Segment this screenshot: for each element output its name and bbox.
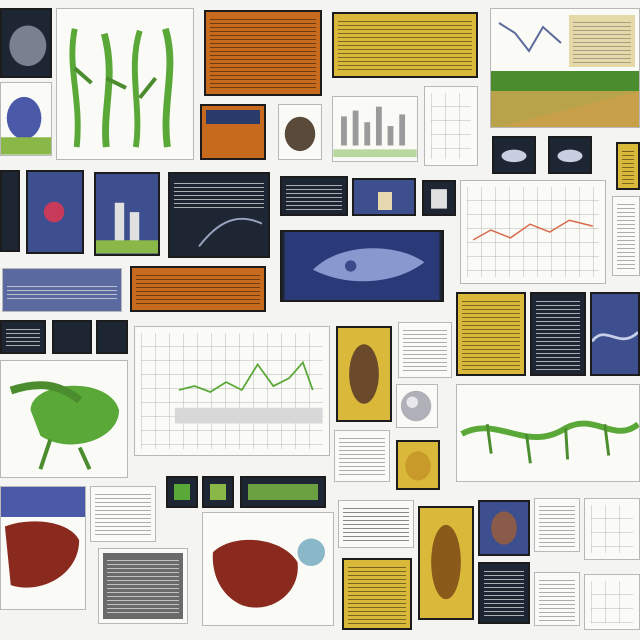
field-photo-panel [490,8,640,128]
table-block [334,430,390,482]
bird-icon [501,149,527,163]
figure-icon [431,524,461,600]
small-object-card [422,180,456,216]
fish-icon [284,232,440,300]
plant-stem-icon [69,27,174,148]
yellow-text-panel [332,12,478,78]
object-photo [278,104,322,160]
maroon-anatomy-plate [202,512,334,626]
record-text [338,500,414,548]
blue-card [590,292,640,376]
rock-icon [9,25,47,67]
orange-screen [200,104,266,160]
thumbnail-dark-photo [0,8,52,78]
pot-icon [405,451,431,481]
main-line-chart [134,326,330,456]
yellow-object [396,440,440,490]
dark-data-card [478,562,530,624]
bar-document [332,96,418,162]
yellow-notes [456,292,526,376]
text-block [398,322,452,378]
bird-screen-left [492,136,536,174]
green-card-3 [240,476,326,508]
curve-icon [198,217,263,248]
small-line-chart [495,13,565,67]
line-chart-icon [498,22,562,53]
vine-diagram [456,384,640,482]
sketch-block [90,486,156,542]
sphere-object [396,384,438,428]
blue-banner [2,268,122,312]
grid-card [584,574,640,630]
leaf-diagram [0,360,128,478]
large-line-chart [460,180,606,284]
edge-document [612,196,640,276]
pot-icon [431,189,447,209]
wave-icon [592,331,638,343]
bird-icon [557,149,583,163]
blue-blob-icon [1,96,51,155]
table-card [584,498,640,560]
blue-window [352,178,416,216]
bar-chart-icon [333,106,417,158]
board-photo [103,553,183,619]
line-chart-icon [174,360,323,424]
blue-header [1,487,85,517]
dark-text-block [280,176,348,216]
green-card-2 [202,476,234,508]
dark-notes [530,292,586,376]
blue-thumbnail [0,82,52,156]
field-photo [491,71,639,127]
sphere-icon [400,390,432,422]
form-document [424,86,478,166]
artifact-plate [336,326,392,422]
title-bar [206,110,260,124]
text-column [534,498,580,552]
blue-photo [478,500,530,556]
orange-banner [130,266,266,312]
dark-strip-2 [52,320,92,354]
anatomy-icon [212,538,325,608]
flower-card [26,170,84,254]
edge-yellow-note [616,142,640,190]
city-card [94,172,160,256]
tower-icon [96,202,158,254]
software-window [168,172,270,258]
gold-figure [418,506,474,620]
edge-dark-card [0,170,20,252]
text-column-2 [534,572,580,626]
yellow-record [342,558,412,630]
artifact-icon [284,116,316,152]
maroon-specimen [0,486,86,610]
fish-screen [280,230,444,302]
dark-strip-1 [0,320,46,354]
line-chart-icon [472,219,594,241]
dark-strip-3 [96,320,128,354]
plant-stem-icon [460,420,639,464]
field-icon [491,71,639,127]
figure-icon [349,344,379,404]
bird-screen-right [548,136,592,174]
plant-stem-figure [56,8,194,160]
anatomy-icon [4,521,80,588]
shell-icon [491,511,517,545]
beige-note [569,15,635,67]
leaf-icon [9,381,120,470]
green-card-1 [166,476,198,508]
orange-text-panel [204,10,322,96]
document-thumb [378,192,392,210]
flower-icon [43,201,65,223]
photo-board [98,548,188,624]
